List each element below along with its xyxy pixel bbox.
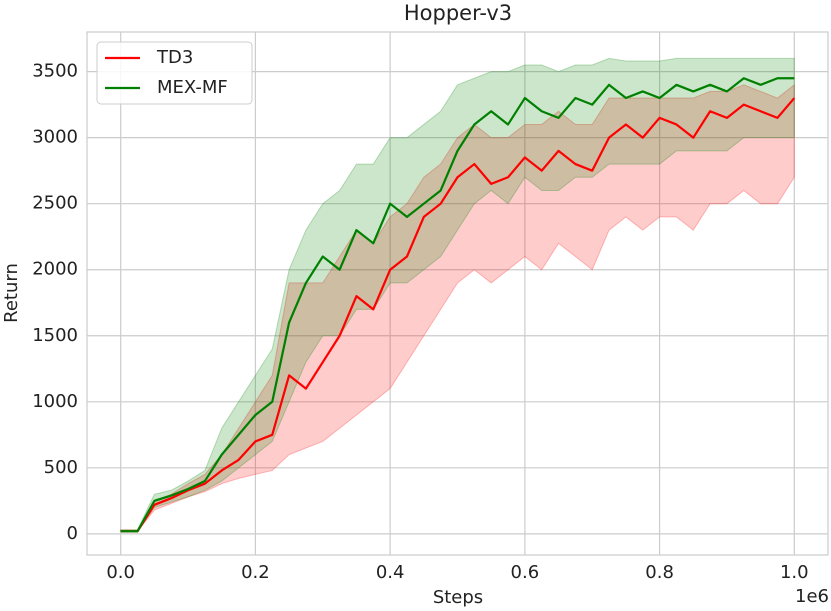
x-tick-label: 0.2 — [241, 562, 270, 583]
y-tick-label: 3000 — [32, 127, 78, 148]
x-tick-label: 0.4 — [376, 562, 405, 583]
legend-label: TD3 — [156, 47, 193, 68]
band — [120, 83, 795, 532]
y-tick-label: 1500 — [32, 325, 78, 346]
lines — [120, 77, 796, 533]
x-tick-label: 0.6 — [511, 562, 540, 583]
legend: TD3 MEX-MF — [96, 41, 253, 105]
series-line — [120, 97, 796, 533]
series-line — [120, 77, 795, 533]
y-tick-label: 1000 — [32, 391, 78, 412]
grid — [87, 32, 828, 555]
y-tick-label: 3500 — [32, 61, 78, 82]
y-tick-label: 2000 — [32, 259, 78, 280]
y-axis-label: Return — [1, 263, 22, 323]
y-tick-label: 2500 — [32, 193, 78, 214]
y-tick-label: 500 — [44, 457, 78, 478]
x-tick-label: 1.0 — [780, 562, 809, 583]
x-tick-label: 0.0 — [106, 562, 135, 583]
x-axis-label: Steps — [433, 587, 483, 608]
x-offset-label: 1e6 — [795, 586, 829, 607]
legend-label: MEX-MF — [157, 77, 228, 98]
chart-title: Hopper-v3 — [404, 1, 512, 25]
x-tick-label: 0.8 — [645, 562, 674, 583]
y-tick-label: 0 — [67, 523, 78, 544]
